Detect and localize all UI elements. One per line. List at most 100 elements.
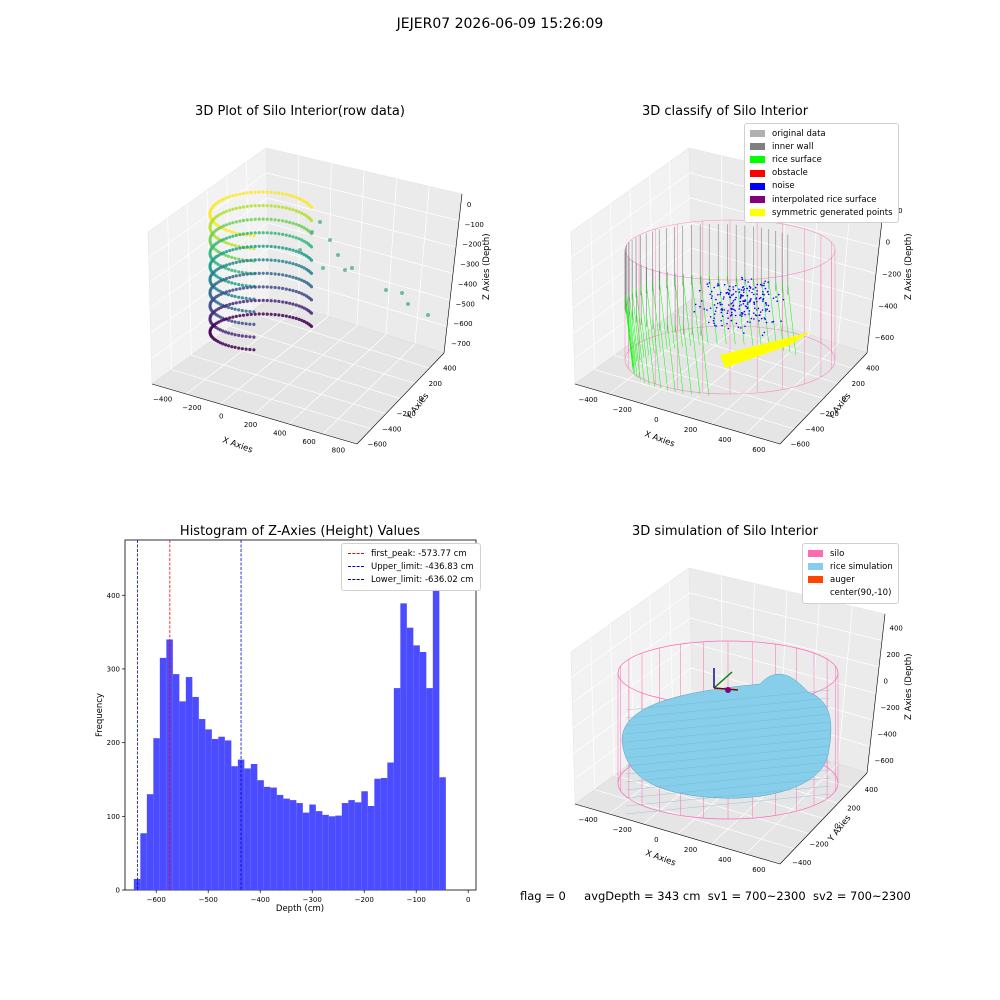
raw-point xyxy=(291,222,294,225)
noise-point xyxy=(707,283,709,285)
noise-point xyxy=(738,289,740,291)
raw-point xyxy=(227,331,230,334)
raw-point xyxy=(242,246,245,249)
raw-point xyxy=(225,250,228,253)
raw-point xyxy=(224,241,227,244)
raw-point xyxy=(234,257,237,260)
legend-swatch xyxy=(750,209,765,216)
raw-point xyxy=(222,318,225,321)
raw-point xyxy=(277,246,280,249)
noise-point xyxy=(755,314,757,316)
histogram-bar xyxy=(400,603,407,890)
raw-point xyxy=(250,299,253,302)
noise-point xyxy=(729,296,731,298)
legend-label: noise xyxy=(772,181,795,191)
raw-point xyxy=(231,275,234,278)
histogram-bar xyxy=(173,674,180,890)
raw-point xyxy=(250,259,253,262)
raw-point xyxy=(274,286,277,289)
raw-point xyxy=(254,299,257,302)
z-tick-label: 0 xyxy=(884,677,888,685)
raw-point xyxy=(252,348,255,351)
raw-point xyxy=(245,335,248,338)
raw-point xyxy=(281,260,284,263)
noise-point xyxy=(708,322,710,324)
histogram-bar xyxy=(316,811,323,890)
raw-point xyxy=(234,333,237,336)
noise-point xyxy=(765,308,767,310)
histogram-bar xyxy=(329,816,336,890)
histogram-bar xyxy=(394,688,401,890)
raw-outlier-point xyxy=(310,230,314,234)
classify-legend-item: interpolated rice surface xyxy=(750,193,893,206)
noise-point xyxy=(726,323,728,325)
histogram-bar xyxy=(140,833,147,890)
raw-point xyxy=(252,323,255,326)
raw-point xyxy=(231,316,234,319)
noise-point xyxy=(739,305,741,307)
raw-point xyxy=(237,321,240,324)
noise-point xyxy=(739,291,741,293)
noise-point xyxy=(755,287,757,289)
noise-point xyxy=(783,299,785,301)
noise-point xyxy=(767,281,769,283)
raw-point xyxy=(291,289,294,292)
raw-point xyxy=(274,218,277,221)
raw-point xyxy=(250,313,253,316)
noise-point xyxy=(758,308,760,310)
histogram-y-tick-label: 300 xyxy=(107,665,120,673)
noise-point xyxy=(751,318,753,320)
raw-point xyxy=(228,195,231,198)
noise-point xyxy=(731,303,733,305)
legend-label: inner wall xyxy=(772,142,813,152)
raw-point xyxy=(235,207,238,210)
raw-point xyxy=(222,305,225,308)
raw-point xyxy=(295,263,298,266)
histogram-bar xyxy=(160,658,167,890)
noise-point xyxy=(762,300,764,302)
z-tick-label: −200 xyxy=(881,704,900,712)
legend-label: rice simulation xyxy=(830,562,893,572)
noise-point xyxy=(731,320,733,322)
raw-point xyxy=(225,210,228,213)
histogram-bar xyxy=(296,803,303,890)
raw-point xyxy=(262,258,265,261)
legend-swatch xyxy=(750,143,765,150)
z-tick-label: 0 xyxy=(467,201,471,209)
noise-point xyxy=(766,322,768,324)
raw-point xyxy=(230,281,233,284)
raw-point xyxy=(262,190,265,193)
raw-point xyxy=(288,288,291,291)
status-sv2: sv2 = 700~2300 xyxy=(813,889,911,903)
raw-point xyxy=(291,208,294,211)
raw-point xyxy=(281,219,284,222)
y-tick-label: 400 xyxy=(866,365,879,373)
noise-point xyxy=(747,295,749,297)
noise-point xyxy=(719,294,721,296)
raw-point xyxy=(230,243,233,246)
noise-point xyxy=(719,302,721,304)
raw-point xyxy=(277,273,280,276)
noise-point xyxy=(746,306,748,308)
raw-point xyxy=(277,259,280,262)
noise-point xyxy=(711,295,713,297)
raw-point xyxy=(266,285,269,288)
noise-point xyxy=(738,327,740,329)
raw-point xyxy=(285,301,288,304)
legend-swatch xyxy=(808,590,823,597)
noise-point xyxy=(740,327,742,329)
raw-point xyxy=(227,255,230,258)
histogram-bar xyxy=(303,813,310,890)
histogram-bar xyxy=(426,688,433,890)
classify-ylabel: Y Axies xyxy=(826,391,854,423)
classify-xlabel: X Axies xyxy=(643,429,676,449)
classify-legend-item: rice surface xyxy=(750,153,893,166)
z-tick-label: −500 xyxy=(456,300,475,308)
raw-point xyxy=(250,286,253,289)
noise-point xyxy=(718,284,720,286)
raw-point xyxy=(258,312,261,315)
raw-point xyxy=(224,254,227,257)
y-tick-label: 400 xyxy=(443,365,456,373)
raw-point xyxy=(246,205,249,208)
raw-point xyxy=(285,288,288,291)
